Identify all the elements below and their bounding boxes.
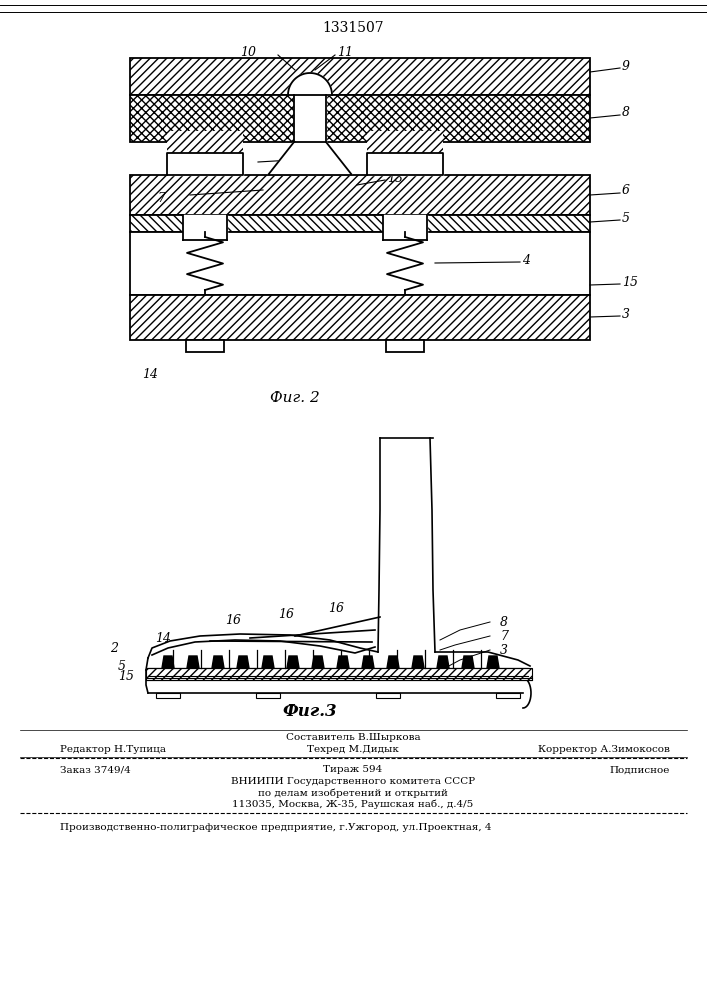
Bar — [367, 131, 443, 153]
Polygon shape — [487, 656, 499, 668]
Bar — [130, 215, 590, 232]
Text: 16: 16 — [328, 601, 344, 614]
Bar — [496, 693, 520, 698]
Text: 4: 4 — [522, 253, 530, 266]
Polygon shape — [337, 656, 349, 668]
Bar — [186, 340, 224, 352]
Text: 7: 7 — [500, 630, 508, 643]
Bar — [130, 58, 590, 95]
Text: 5: 5 — [118, 660, 126, 672]
Text: 15: 15 — [622, 275, 638, 288]
Bar — [148, 668, 528, 676]
Polygon shape — [362, 656, 374, 668]
Polygon shape — [237, 656, 249, 668]
Text: 3: 3 — [500, 644, 508, 656]
Polygon shape — [167, 153, 243, 175]
Text: Составитель В.Шыркова: Составитель В.Шыркова — [286, 734, 421, 742]
Polygon shape — [268, 142, 352, 175]
Bar — [130, 232, 590, 295]
Text: Фиг.3: Фиг.3 — [283, 704, 337, 720]
Bar — [146, 668, 532, 680]
Polygon shape — [387, 656, 399, 668]
Text: ВНИИПИ Государственного комитета СССР: ВНИИПИ Государственного комитета СССР — [231, 778, 475, 786]
Bar — [376, 693, 400, 698]
Text: 15: 15 — [118, 670, 134, 682]
Text: 9: 9 — [622, 60, 630, 73]
Text: 12: 12 — [222, 155, 238, 168]
Bar — [156, 693, 180, 698]
Bar — [386, 340, 424, 352]
Polygon shape — [367, 153, 443, 175]
Text: 14: 14 — [155, 632, 171, 645]
Text: Фиг. 2: Фиг. 2 — [270, 391, 320, 405]
Bar — [130, 295, 590, 340]
Text: 14: 14 — [142, 368, 158, 381]
Text: 5: 5 — [622, 212, 630, 225]
Polygon shape — [462, 656, 474, 668]
Text: 8: 8 — [622, 106, 630, 119]
Text: 16: 16 — [225, 613, 241, 626]
Text: Корректор А.Зимокосов: Корректор А.Зимокосов — [538, 746, 670, 754]
Polygon shape — [437, 656, 449, 668]
Polygon shape — [288, 73, 332, 95]
Text: 3: 3 — [622, 308, 630, 320]
Text: 7: 7 — [157, 192, 165, 205]
Text: Подписное: Подписное — [609, 766, 670, 774]
Text: 1331507: 1331507 — [322, 21, 384, 35]
Text: Редактор Н.Тупица: Редактор Н.Тупица — [60, 746, 166, 754]
Polygon shape — [212, 656, 224, 668]
Text: Заказ 3749/4: Заказ 3749/4 — [60, 766, 131, 774]
Text: 6: 6 — [622, 184, 630, 198]
Polygon shape — [312, 656, 324, 668]
Polygon shape — [412, 656, 424, 668]
Text: 13: 13 — [387, 172, 403, 184]
Text: 2: 2 — [110, 642, 118, 654]
Polygon shape — [262, 656, 274, 668]
Bar — [256, 693, 280, 698]
Polygon shape — [162, 656, 174, 668]
Text: 113035, Москва, Ж-35, Раушская наб., д.4/5: 113035, Москва, Ж-35, Раушская наб., д.4… — [233, 799, 474, 809]
Text: 10: 10 — [240, 45, 256, 58]
Text: 8: 8 — [500, 615, 508, 629]
Bar — [130, 175, 590, 215]
Bar — [167, 131, 243, 153]
Bar — [130, 95, 590, 142]
Polygon shape — [287, 656, 299, 668]
Text: Производственно-полиграфическое предприятие, г.Ужгород, ул.Проектная, 4: Производственно-полиграфическое предприя… — [60, 824, 491, 832]
Text: по делам изобретений и открытий: по делам изобретений и открытий — [258, 788, 448, 798]
Text: Техред М.Дидык: Техред М.Дидык — [307, 746, 399, 754]
Text: 16: 16 — [278, 607, 294, 620]
Polygon shape — [187, 656, 199, 668]
Text: 11: 11 — [337, 45, 353, 58]
Text: Тираж 594: Тираж 594 — [323, 766, 382, 774]
